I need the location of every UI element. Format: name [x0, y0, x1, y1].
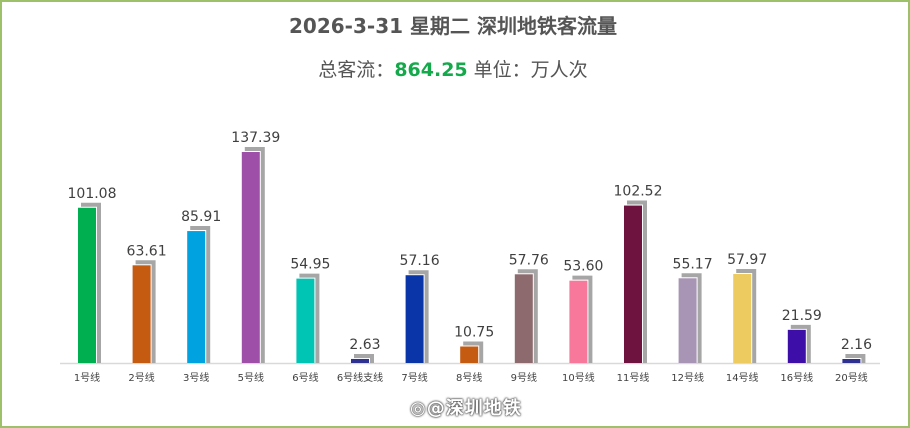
bar	[787, 329, 806, 363]
category-label: 3号线	[183, 371, 209, 384]
chart-subtitle: 总客流：864.25 单位：万人次	[0, 55, 906, 82]
value-label: 57.16	[400, 253, 440, 269]
category-label: 16号线	[780, 371, 813, 384]
bar	[569, 280, 588, 363]
category-label: 5号线	[238, 371, 264, 384]
value-label: 2.63	[349, 337, 380, 353]
bar	[241, 152, 260, 363]
value-label: 55.17	[673, 256, 713, 272]
category-label: 11号线	[617, 371, 650, 384]
value-label: 10.75	[454, 324, 494, 340]
category-labels-group: 1号线 2号线 3号线 5号线 6号线 6号线支线 7号线 8号线 9号线 10号线 11号线 12号…	[74, 371, 868, 384]
bar-shadow	[736, 268, 757, 363]
category-label: 8号线	[456, 371, 482, 384]
value-label: 57.76	[509, 252, 549, 268]
bar	[842, 359, 861, 363]
value-label: 57.97	[727, 252, 767, 268]
bar-shadow	[190, 226, 211, 363]
total-value: 864.25	[394, 59, 468, 81]
bar	[405, 275, 424, 363]
category-label: 12号线	[671, 371, 704, 384]
bar	[78, 207, 96, 363]
value-label: 101.08	[68, 186, 117, 202]
bar-shadow	[244, 147, 265, 363]
value-label: 54.95	[290, 257, 330, 273]
value-labels-group: 101.08 63.61 85.91 137.39 54.95 2.63 57.16 10.7…	[68, 130, 873, 353]
bar-shadow	[135, 260, 156, 363]
chart-title: 2026-3-31 星期二 深圳地铁客流量	[289, 14, 617, 38]
bar-shadow	[81, 202, 101, 363]
bar-shadow	[845, 354, 866, 363]
bar	[514, 274, 533, 363]
total-label: 总客流：	[318, 59, 395, 81]
bar	[624, 205, 642, 363]
bar	[678, 278, 697, 363]
bar	[132, 265, 151, 363]
value-label: 137.39	[231, 130, 280, 146]
value-label: 63.61	[127, 243, 167, 259]
bar-shadow	[408, 270, 429, 363]
bars-group	[78, 147, 866, 363]
category-label: 1号线	[74, 371, 100, 384]
bar	[351, 358, 369, 363]
bar	[460, 346, 479, 363]
bar-shadow	[572, 275, 593, 363]
unit-label: 单位：万人次	[467, 59, 588, 81]
category-label: 6号线	[292, 371, 318, 384]
category-label: 9号线	[511, 371, 537, 384]
bar-shadow	[627, 200, 647, 363]
value-label: 53.60	[563, 259, 603, 275]
bar-shadow	[681, 273, 702, 363]
category-label: 2号线	[128, 371, 154, 384]
category-label: 7号线	[401, 371, 427, 384]
bar-shadow	[299, 273, 320, 363]
bar-shadow	[517, 269, 538, 363]
category-label: 20号线	[835, 371, 868, 384]
value-label: 85.91	[181, 209, 221, 225]
bar-shadow	[790, 324, 811, 363]
value-label: 2.16	[841, 337, 872, 353]
category-label: 14号线	[726, 371, 759, 384]
value-label: 102.52	[614, 184, 663, 200]
bar	[187, 231, 206, 363]
category-label: 6号线支线	[337, 371, 383, 384]
category-label: 10号线	[562, 371, 595, 384]
bar-shadow	[354, 353, 374, 363]
bar-shadow	[463, 341, 484, 363]
value-label: 21.59	[782, 308, 822, 324]
bar	[296, 278, 315, 363]
weibo-watermark: ◎@深圳地铁	[410, 398, 522, 419]
bar	[733, 273, 752, 363]
